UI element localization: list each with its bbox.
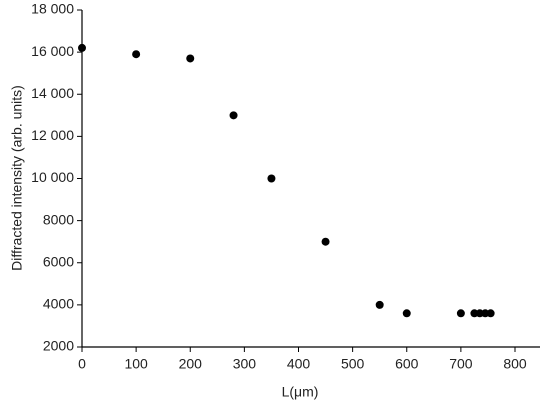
point — [186, 54, 195, 63]
point — [229, 111, 238, 120]
y-tick-label: 10 000 — [31, 169, 74, 185]
point — [132, 50, 141, 59]
x-tick-label: 600 — [395, 356, 419, 372]
point — [321, 237, 330, 246]
y-tick-label: 16 000 — [31, 43, 74, 59]
x-tick-label: 100 — [124, 356, 148, 372]
y-tick-label: 4000 — [43, 296, 74, 312]
y-tick-label: 18 000 — [31, 1, 74, 17]
y-tick-label: 2000 — [43, 338, 74, 354]
y-tick-label: 6000 — [43, 253, 74, 269]
point — [486, 309, 495, 318]
point — [267, 174, 276, 183]
x-tick-label: 0 — [78, 356, 86, 372]
point — [375, 300, 384, 309]
x-tick-label: 800 — [503, 356, 527, 372]
x-tick-label: 300 — [233, 356, 257, 372]
point — [456, 309, 465, 318]
y-tick-label: 8000 — [43, 211, 74, 227]
x-tick-label: 200 — [179, 356, 203, 372]
x-tick-label: 700 — [449, 356, 473, 372]
y-axis-label: Diffracted intensity (arb. units) — [9, 85, 25, 271]
point — [402, 309, 411, 318]
x-tick-label: 500 — [341, 356, 365, 372]
y-tick-label: 14 000 — [31, 85, 74, 101]
x-axis-label: L(μm) — [282, 384, 319, 400]
point — [78, 43, 86, 52]
x-tick-label: 400 — [287, 356, 311, 372]
y-tick-label: 12 000 — [31, 127, 74, 143]
